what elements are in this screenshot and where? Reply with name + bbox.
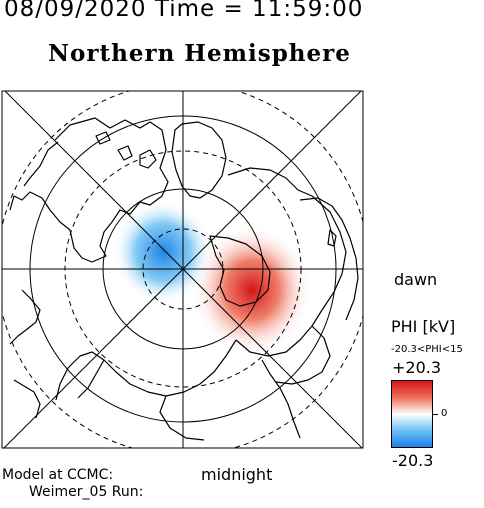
colorbar-min-label: -20.3 bbox=[392, 451, 434, 470]
colorbar-max-label: +20.3 bbox=[392, 358, 442, 377]
colorbar-zero-tick bbox=[433, 414, 438, 415]
negative-potential-cell bbox=[113, 200, 213, 304]
meridian-grid bbox=[2, 91, 363, 448]
map-frame bbox=[1, 90, 364, 449]
run-label: Weimer_05 Run: bbox=[29, 484, 144, 500]
midnight-label: midnight bbox=[201, 465, 273, 484]
model-label: Model at CCMC: bbox=[2, 467, 114, 483]
colorbar-zero-label: 0 bbox=[441, 408, 448, 419]
hemisphere-title: Northern Hemisphere bbox=[48, 40, 351, 67]
dawn-label: dawn bbox=[394, 270, 438, 289]
colorbar-title: PHI [kV] bbox=[391, 317, 456, 336]
colorbar bbox=[391, 380, 433, 448]
coastlines bbox=[9, 117, 359, 441]
positive-potential-cell bbox=[192, 225, 312, 355]
colorbar-range: -20.3<PHI<15 bbox=[391, 344, 463, 355]
datetime-label: 08/09/2020 Time = 11:59:00 bbox=[4, 0, 364, 22]
